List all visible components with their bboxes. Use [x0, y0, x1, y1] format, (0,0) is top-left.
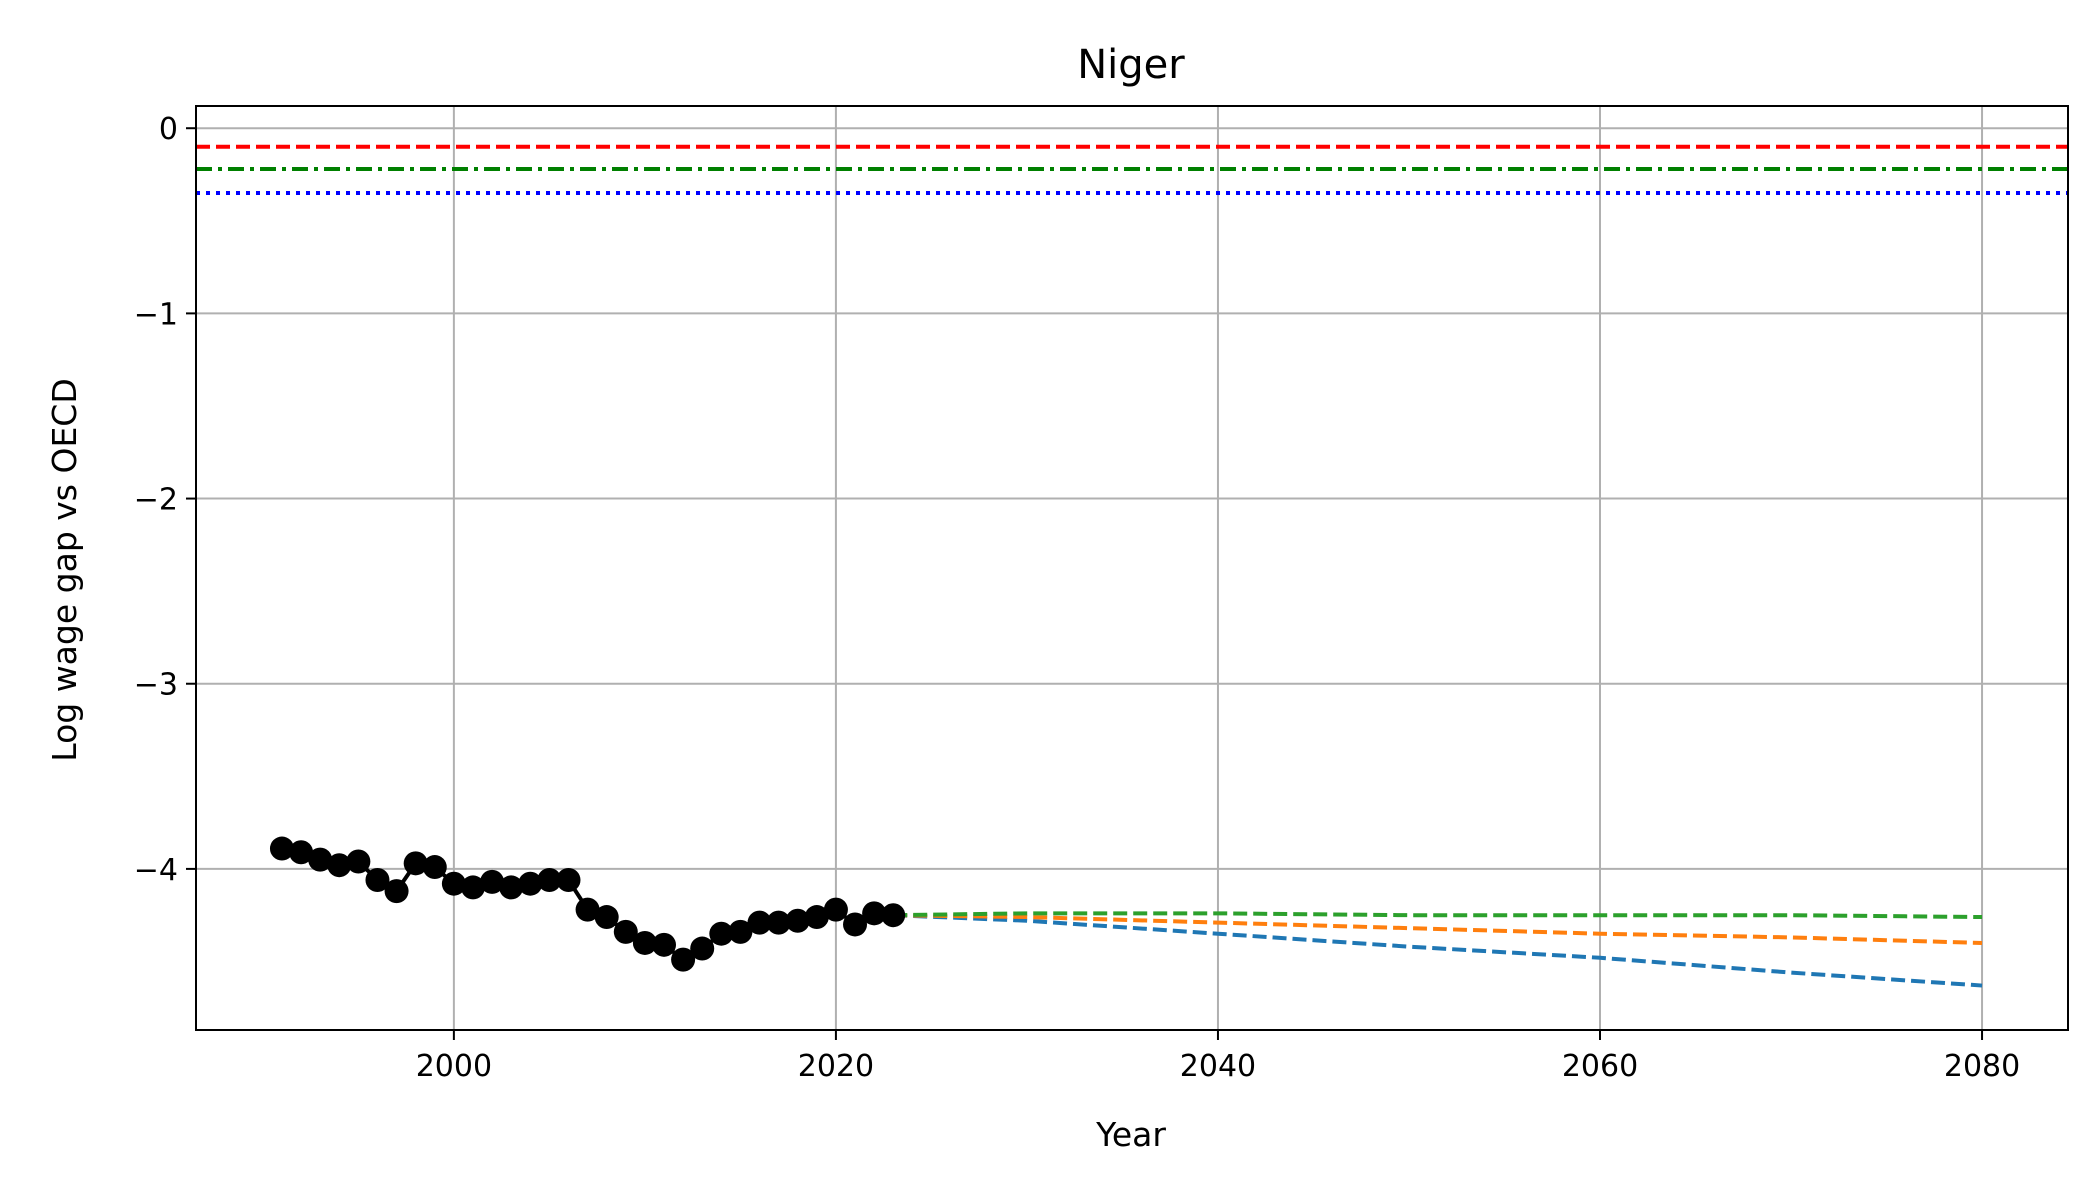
- historical-series: [269, 836, 906, 972]
- y-tick-label: −4: [134, 853, 178, 888]
- historical-point: [862, 901, 887, 926]
- historical-point: [480, 869, 505, 894]
- historical-point: [709, 921, 734, 946]
- historical-point: [327, 853, 352, 878]
- historical-point: [728, 919, 753, 944]
- chart-title: Niger: [1077, 42, 1185, 88]
- y-axis-ticks: 0 −1 −2 −3 −4: [134, 112, 196, 888]
- historical-point: [575, 897, 600, 922]
- projection-line: [893, 913, 1983, 945]
- historical-point: [823, 897, 848, 922]
- plot-frame: [195, 105, 2069, 1031]
- x-tick-label: 2040: [1180, 1049, 1256, 1084]
- y-tick-label: −3: [134, 668, 178, 703]
- historical-point: [346, 849, 371, 874]
- historical-point: [308, 847, 333, 872]
- historical-point: [441, 871, 466, 896]
- historical-point: [671, 947, 696, 972]
- x-axis-ticks: 2000 2020 2040 2060 2080: [416, 1030, 2020, 1084]
- historical-point: [747, 910, 772, 935]
- historical-point: [460, 875, 485, 900]
- historical-point: [690, 936, 715, 961]
- historical-point: [632, 930, 657, 955]
- historical-point: [556, 868, 581, 893]
- y-axis-label: Log wage gap vs OECD: [45, 378, 84, 761]
- y-tick-label: 0: [159, 112, 178, 147]
- historical-point: [613, 919, 638, 944]
- historical-point: [499, 875, 524, 900]
- historical-point: [384, 879, 409, 904]
- x-tick-label: 2060: [1562, 1049, 1638, 1084]
- historical-point: [881, 903, 906, 928]
- historical-point: [289, 840, 314, 865]
- x-axis-label: Year: [1095, 1115, 1166, 1154]
- historical-point: [518, 871, 543, 896]
- historical-point: [785, 908, 810, 933]
- historical-point: [766, 910, 791, 935]
- historical-point: [422, 855, 447, 880]
- projection-line: [893, 911, 1983, 920]
- historical-point: [652, 932, 676, 957]
- historical-point: [269, 836, 294, 861]
- gridlines: [196, 106, 2068, 1030]
- x-tick-label: 2080: [1944, 1049, 2020, 1084]
- reference-lines: [196, 144, 2068, 196]
- y-tick-label: −2: [134, 483, 178, 518]
- projection-line: [893, 913, 1983, 988]
- historical-point: [804, 905, 829, 930]
- historical-point: [403, 851, 428, 876]
- historical-point: [843, 912, 868, 937]
- x-tick-label: 2000: [416, 1049, 492, 1084]
- projection-series: [893, 911, 1983, 988]
- historical-point: [594, 905, 619, 930]
- x-tick-label: 2020: [798, 1049, 874, 1084]
- historical-point: [365, 868, 390, 893]
- historical-point: [537, 868, 562, 893]
- y-tick-label: −1: [134, 297, 178, 332]
